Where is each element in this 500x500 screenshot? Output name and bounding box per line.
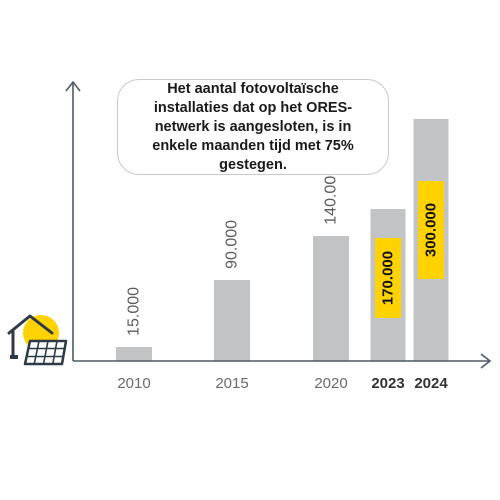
bar-2020	[313, 236, 349, 361]
solar-house-icon	[7, 314, 68, 366]
x-tick-label-2015: 2015	[215, 375, 248, 392]
annotation-callout: Het aantal fotovoltaïsche installaties d…	[117, 79, 389, 175]
x-tick-label-2024: 2024	[414, 375, 448, 392]
value-label-2020: 140.000	[323, 167, 340, 225]
y-axis-arrow	[65, 80, 81, 92]
icon-panel-grid	[33, 340, 40, 365]
x-tick-label-2010: 2010	[117, 375, 150, 392]
value-box-2024	[418, 181, 444, 279]
bar-2010	[116, 347, 152, 361]
value-label-2023: 170.000	[380, 251, 397, 305]
value-box-2023	[375, 238, 401, 318]
value-label-2024: 300.000	[423, 203, 440, 257]
value-label-2010: 15.000	[126, 287, 143, 336]
annotation-text: Het aantal fotovoltaïsche installaties d…	[152, 80, 354, 173]
icon-panel-grid	[42, 340, 49, 365]
bar-2015	[214, 280, 250, 361]
x-axis-arrow	[480, 353, 492, 369]
x-tick-label-2023: 2023	[371, 375, 404, 392]
icon-panel-grid	[51, 340, 58, 365]
value-label-2015: 90.000	[224, 220, 241, 269]
icon-base	[10, 355, 18, 359]
x-tick-label-2020: 2020	[314, 375, 347, 392]
icon-roof	[7, 314, 54, 335]
